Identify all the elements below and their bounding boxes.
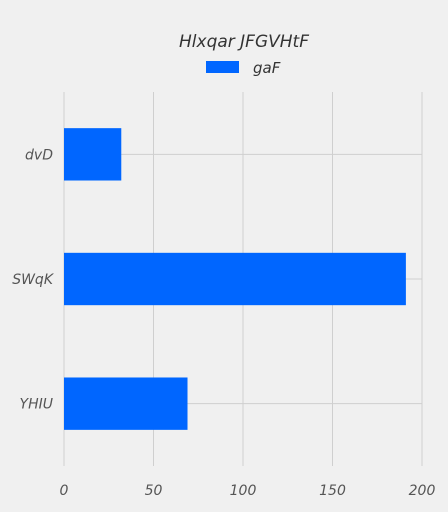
y-tick-label: SWqK: [12, 272, 55, 288]
x-tick-label: 0: [60, 483, 69, 499]
y-tick-label: dvD: [25, 147, 53, 163]
x-tick-label: 150: [319, 483, 346, 499]
legend-label: gaF: [253, 59, 281, 77]
bar-YHIU: [64, 377, 188, 430]
legend: gaF: [206, 59, 281, 77]
chart-title: Hlxqar JFGVHtF: [179, 32, 309, 52]
x-tick-label: 200: [409, 483, 436, 499]
bars: [64, 128, 406, 430]
y-axis: dvD SWqK YHIU: [12, 147, 55, 412]
bar-dvD: [64, 128, 122, 181]
x-tick-label: 100: [230, 483, 257, 499]
bar-SWqK: [64, 252, 406, 306]
x-axis: 0 50 100 150 200: [60, 483, 436, 499]
legend-swatch: [206, 61, 239, 73]
y-tick-label: YHIU: [20, 397, 53, 413]
x-tick-label: 50: [145, 483, 163, 499]
